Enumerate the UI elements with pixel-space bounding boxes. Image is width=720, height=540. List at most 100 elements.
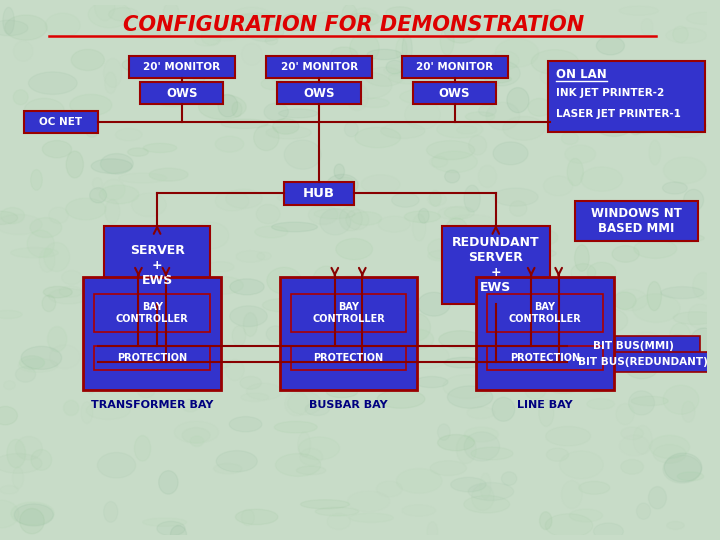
Ellipse shape (415, 376, 448, 388)
Ellipse shape (225, 189, 262, 208)
Ellipse shape (480, 473, 491, 498)
Ellipse shape (48, 289, 88, 304)
FancyBboxPatch shape (140, 83, 223, 104)
Ellipse shape (565, 145, 595, 163)
Text: PROTECTION: PROTECTION (117, 353, 187, 363)
Ellipse shape (81, 402, 93, 423)
Ellipse shape (174, 421, 219, 443)
Ellipse shape (381, 322, 397, 336)
Ellipse shape (108, 284, 118, 297)
Ellipse shape (513, 301, 536, 318)
Ellipse shape (116, 129, 142, 141)
Ellipse shape (687, 12, 720, 24)
Ellipse shape (201, 276, 243, 294)
Ellipse shape (241, 393, 269, 402)
Ellipse shape (458, 226, 472, 242)
Ellipse shape (19, 509, 44, 534)
Ellipse shape (464, 496, 510, 513)
Ellipse shape (257, 252, 271, 260)
Ellipse shape (14, 504, 53, 526)
Ellipse shape (583, 307, 628, 334)
Text: BIT BUS(MMI): BIT BUS(MMI) (593, 341, 674, 350)
Ellipse shape (493, 142, 528, 165)
Ellipse shape (294, 89, 330, 99)
Ellipse shape (629, 391, 654, 415)
Ellipse shape (109, 236, 153, 260)
FancyBboxPatch shape (24, 111, 98, 132)
Ellipse shape (599, 200, 621, 209)
Ellipse shape (215, 136, 244, 152)
Ellipse shape (539, 512, 552, 530)
Ellipse shape (186, 364, 215, 382)
Ellipse shape (86, 376, 96, 394)
Ellipse shape (62, 271, 81, 285)
Ellipse shape (135, 319, 180, 330)
Text: LINE BAY: LINE BAY (517, 400, 572, 409)
Ellipse shape (575, 245, 589, 271)
Ellipse shape (59, 286, 82, 297)
Ellipse shape (438, 207, 469, 220)
Ellipse shape (236, 251, 265, 262)
Ellipse shape (233, 13, 281, 26)
Ellipse shape (633, 426, 652, 454)
Ellipse shape (321, 310, 341, 320)
Ellipse shape (405, 211, 441, 222)
Ellipse shape (689, 122, 706, 130)
Ellipse shape (662, 111, 708, 138)
Ellipse shape (11, 248, 58, 258)
Ellipse shape (598, 350, 616, 374)
Text: OC NET: OC NET (40, 117, 82, 127)
Ellipse shape (486, 102, 520, 130)
Ellipse shape (135, 436, 150, 461)
Ellipse shape (71, 49, 104, 71)
Ellipse shape (0, 485, 18, 494)
Ellipse shape (492, 368, 524, 387)
Ellipse shape (451, 477, 486, 492)
Ellipse shape (587, 399, 614, 409)
Ellipse shape (127, 148, 148, 156)
Ellipse shape (582, 62, 620, 88)
Ellipse shape (400, 89, 447, 104)
Text: INK JET PRINTER-2: INK JET PRINTER-2 (556, 88, 664, 98)
Ellipse shape (338, 177, 354, 186)
Ellipse shape (277, 193, 318, 203)
Ellipse shape (31, 170, 42, 190)
Ellipse shape (405, 100, 441, 129)
Text: 20' MONITOR: 20' MONITOR (143, 62, 220, 72)
Ellipse shape (100, 153, 133, 174)
Ellipse shape (119, 173, 166, 183)
Ellipse shape (163, 353, 189, 367)
Ellipse shape (266, 126, 311, 139)
Ellipse shape (90, 187, 107, 203)
Ellipse shape (0, 407, 17, 425)
Ellipse shape (12, 467, 24, 489)
Ellipse shape (264, 103, 289, 120)
Ellipse shape (192, 222, 229, 249)
Ellipse shape (438, 330, 482, 349)
Ellipse shape (672, 26, 688, 43)
Ellipse shape (166, 240, 200, 253)
Ellipse shape (582, 375, 611, 393)
Ellipse shape (571, 264, 595, 281)
Ellipse shape (298, 432, 310, 457)
Ellipse shape (367, 49, 402, 60)
Ellipse shape (42, 295, 55, 312)
Ellipse shape (666, 72, 690, 100)
Ellipse shape (19, 356, 45, 369)
Ellipse shape (214, 463, 242, 474)
Ellipse shape (482, 60, 520, 86)
Ellipse shape (437, 121, 483, 138)
Text: LASER JET PRINTER-1: LASER JET PRINTER-1 (556, 109, 680, 119)
Text: HUB: HUB (303, 187, 335, 200)
Ellipse shape (474, 284, 509, 305)
FancyBboxPatch shape (280, 277, 418, 390)
Ellipse shape (336, 239, 372, 260)
Ellipse shape (130, 28, 171, 38)
FancyBboxPatch shape (291, 346, 407, 370)
Ellipse shape (543, 299, 585, 309)
FancyBboxPatch shape (84, 277, 221, 390)
Ellipse shape (315, 507, 359, 516)
Ellipse shape (157, 521, 185, 536)
Ellipse shape (432, 151, 477, 173)
Ellipse shape (7, 439, 25, 468)
